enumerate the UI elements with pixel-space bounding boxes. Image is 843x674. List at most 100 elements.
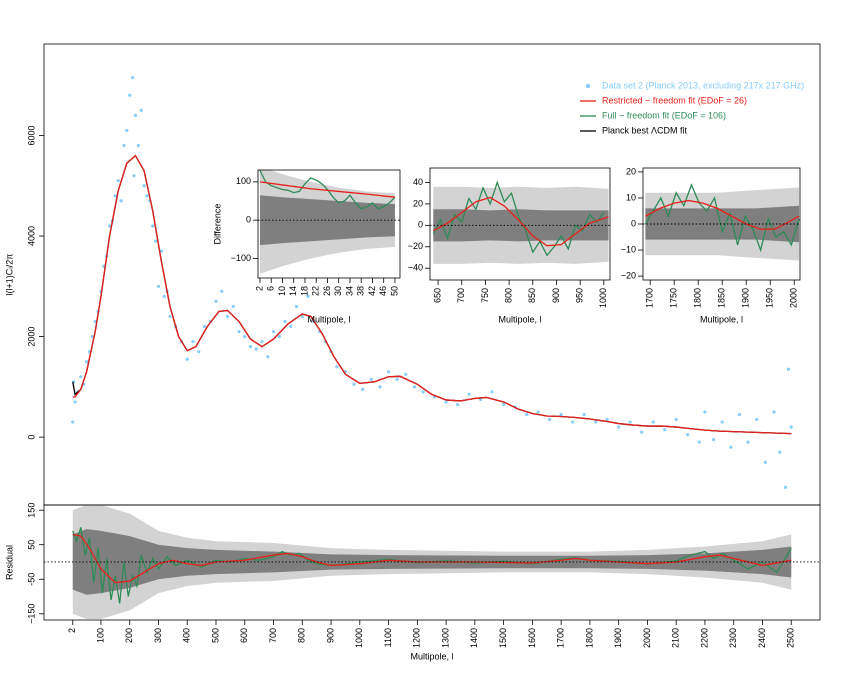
panel-frame [257, 169, 401, 279]
data-point [686, 433, 690, 437]
data-point [197, 350, 201, 354]
legend-symbol [585, 83, 591, 89]
x-tick-label: 1500 [498, 628, 508, 648]
x-tick-label: 1800 [693, 288, 703, 308]
y-tick-label: −100 [231, 253, 251, 263]
data-point [79, 375, 83, 379]
data-point [130, 76, 135, 80]
data-point [225, 314, 230, 319]
data-point [490, 390, 494, 394]
legend-label: Full − freedom fit (EDoF = 106) [602, 110, 726, 120]
data-point [266, 355, 270, 359]
fit-line [259, 170, 396, 210]
y-tick-label: −150 [26, 604, 36, 624]
data-point [162, 294, 166, 298]
data-point [125, 128, 129, 133]
data-point [185, 357, 189, 361]
data-point [455, 402, 460, 407]
data-point [214, 299, 218, 303]
data-point [231, 304, 235, 309]
data-point [71, 420, 75, 424]
x-tick-label: 1950 [765, 288, 775, 308]
y-tick-label: 100 [236, 176, 251, 186]
x-tick-label: 34 [344, 286, 354, 296]
x-tick-label: 600 [239, 628, 249, 643]
panel-frame [429, 167, 611, 281]
x-tick-label: 1800 [584, 628, 594, 648]
data-point [703, 410, 707, 414]
x-tick-label: 2000 [642, 628, 652, 648]
error-band [433, 209, 609, 242]
data-point [113, 194, 117, 198]
plot-area [71, 76, 793, 490]
y-tick-label: 20 [626, 166, 636, 176]
data-point [254, 347, 258, 351]
legend-label: Restricted − freedom fit (EDoF = 26) [602, 95, 747, 105]
x-tick-label: 2000 [789, 288, 799, 308]
data-point [737, 412, 742, 417]
data-point [536, 410, 540, 414]
data-point [778, 450, 782, 454]
y-axis-label: l(l+1)Cₗ/2π [4, 254, 14, 296]
legend-label: Planck best ΛCDM fit [602, 125, 688, 135]
fit-line [433, 196, 609, 247]
fit-line [72, 533, 792, 584]
y-tick-label: 2000 [26, 327, 36, 347]
data-point [421, 390, 425, 394]
data-point [763, 460, 767, 464]
x-tick-label: 2 [67, 628, 77, 633]
y-tick-label: 0 [631, 218, 636, 228]
data-point [73, 400, 77, 404]
x-tick-label: 800 [503, 288, 513, 303]
plot-area [643, 183, 800, 261]
data-point [444, 400, 448, 404]
x-axis-label: Multipole, l [700, 314, 743, 324]
data-point [755, 417, 759, 422]
x-tick-label: 1700 [556, 628, 566, 648]
x-tick-label: 30 [333, 286, 343, 296]
data-point [306, 294, 310, 298]
data-point [139, 108, 143, 112]
data-point [283, 319, 287, 324]
data-point [191, 340, 195, 344]
data-point [248, 345, 253, 349]
x-tick-label: 1900 [613, 628, 623, 648]
data-point [369, 377, 373, 381]
data-point [132, 174, 136, 178]
x-tick-label: 900 [325, 628, 335, 643]
x-tick-label: 950 [575, 288, 585, 303]
data-point [122, 143, 126, 148]
data-point [502, 402, 506, 407]
x-tick-label: 1700 [645, 288, 655, 308]
fit-line [432, 180, 605, 257]
data-point [294, 304, 299, 309]
data-point [467, 392, 471, 397]
data-point [559, 412, 563, 417]
data-point [153, 239, 158, 243]
data-point [404, 372, 408, 376]
x-tick-label: 100 [95, 628, 105, 643]
data-point [243, 334, 247, 339]
x-tick-label: 2 [254, 286, 264, 291]
data-point [378, 385, 382, 389]
x-tick-label: 2300 [728, 628, 738, 648]
data-point [90, 334, 94, 339]
data-point [786, 367, 790, 371]
fit-line [72, 154, 792, 435]
x-axis-label: Multipole, l [498, 314, 541, 324]
data-point [220, 289, 224, 293]
x-tick-label: 1000 [354, 628, 364, 648]
x-tick-label: 650 [432, 288, 442, 303]
x-tick-label: 2100 [671, 628, 681, 648]
x-tick-label: 800 [297, 628, 307, 643]
panel: 20 10 0 −10 −20 1700 1750 1800 1850 1900 1950 2000 M… [621, 166, 801, 324]
x-tick-label: 42 [367, 286, 377, 296]
y-tick-label: −20 [408, 241, 423, 251]
data-point [289, 324, 293, 329]
x-tick-label: 750 [480, 288, 490, 303]
data-point [711, 438, 716, 442]
plot-area [258, 170, 400, 274]
data-point [119, 199, 123, 203]
